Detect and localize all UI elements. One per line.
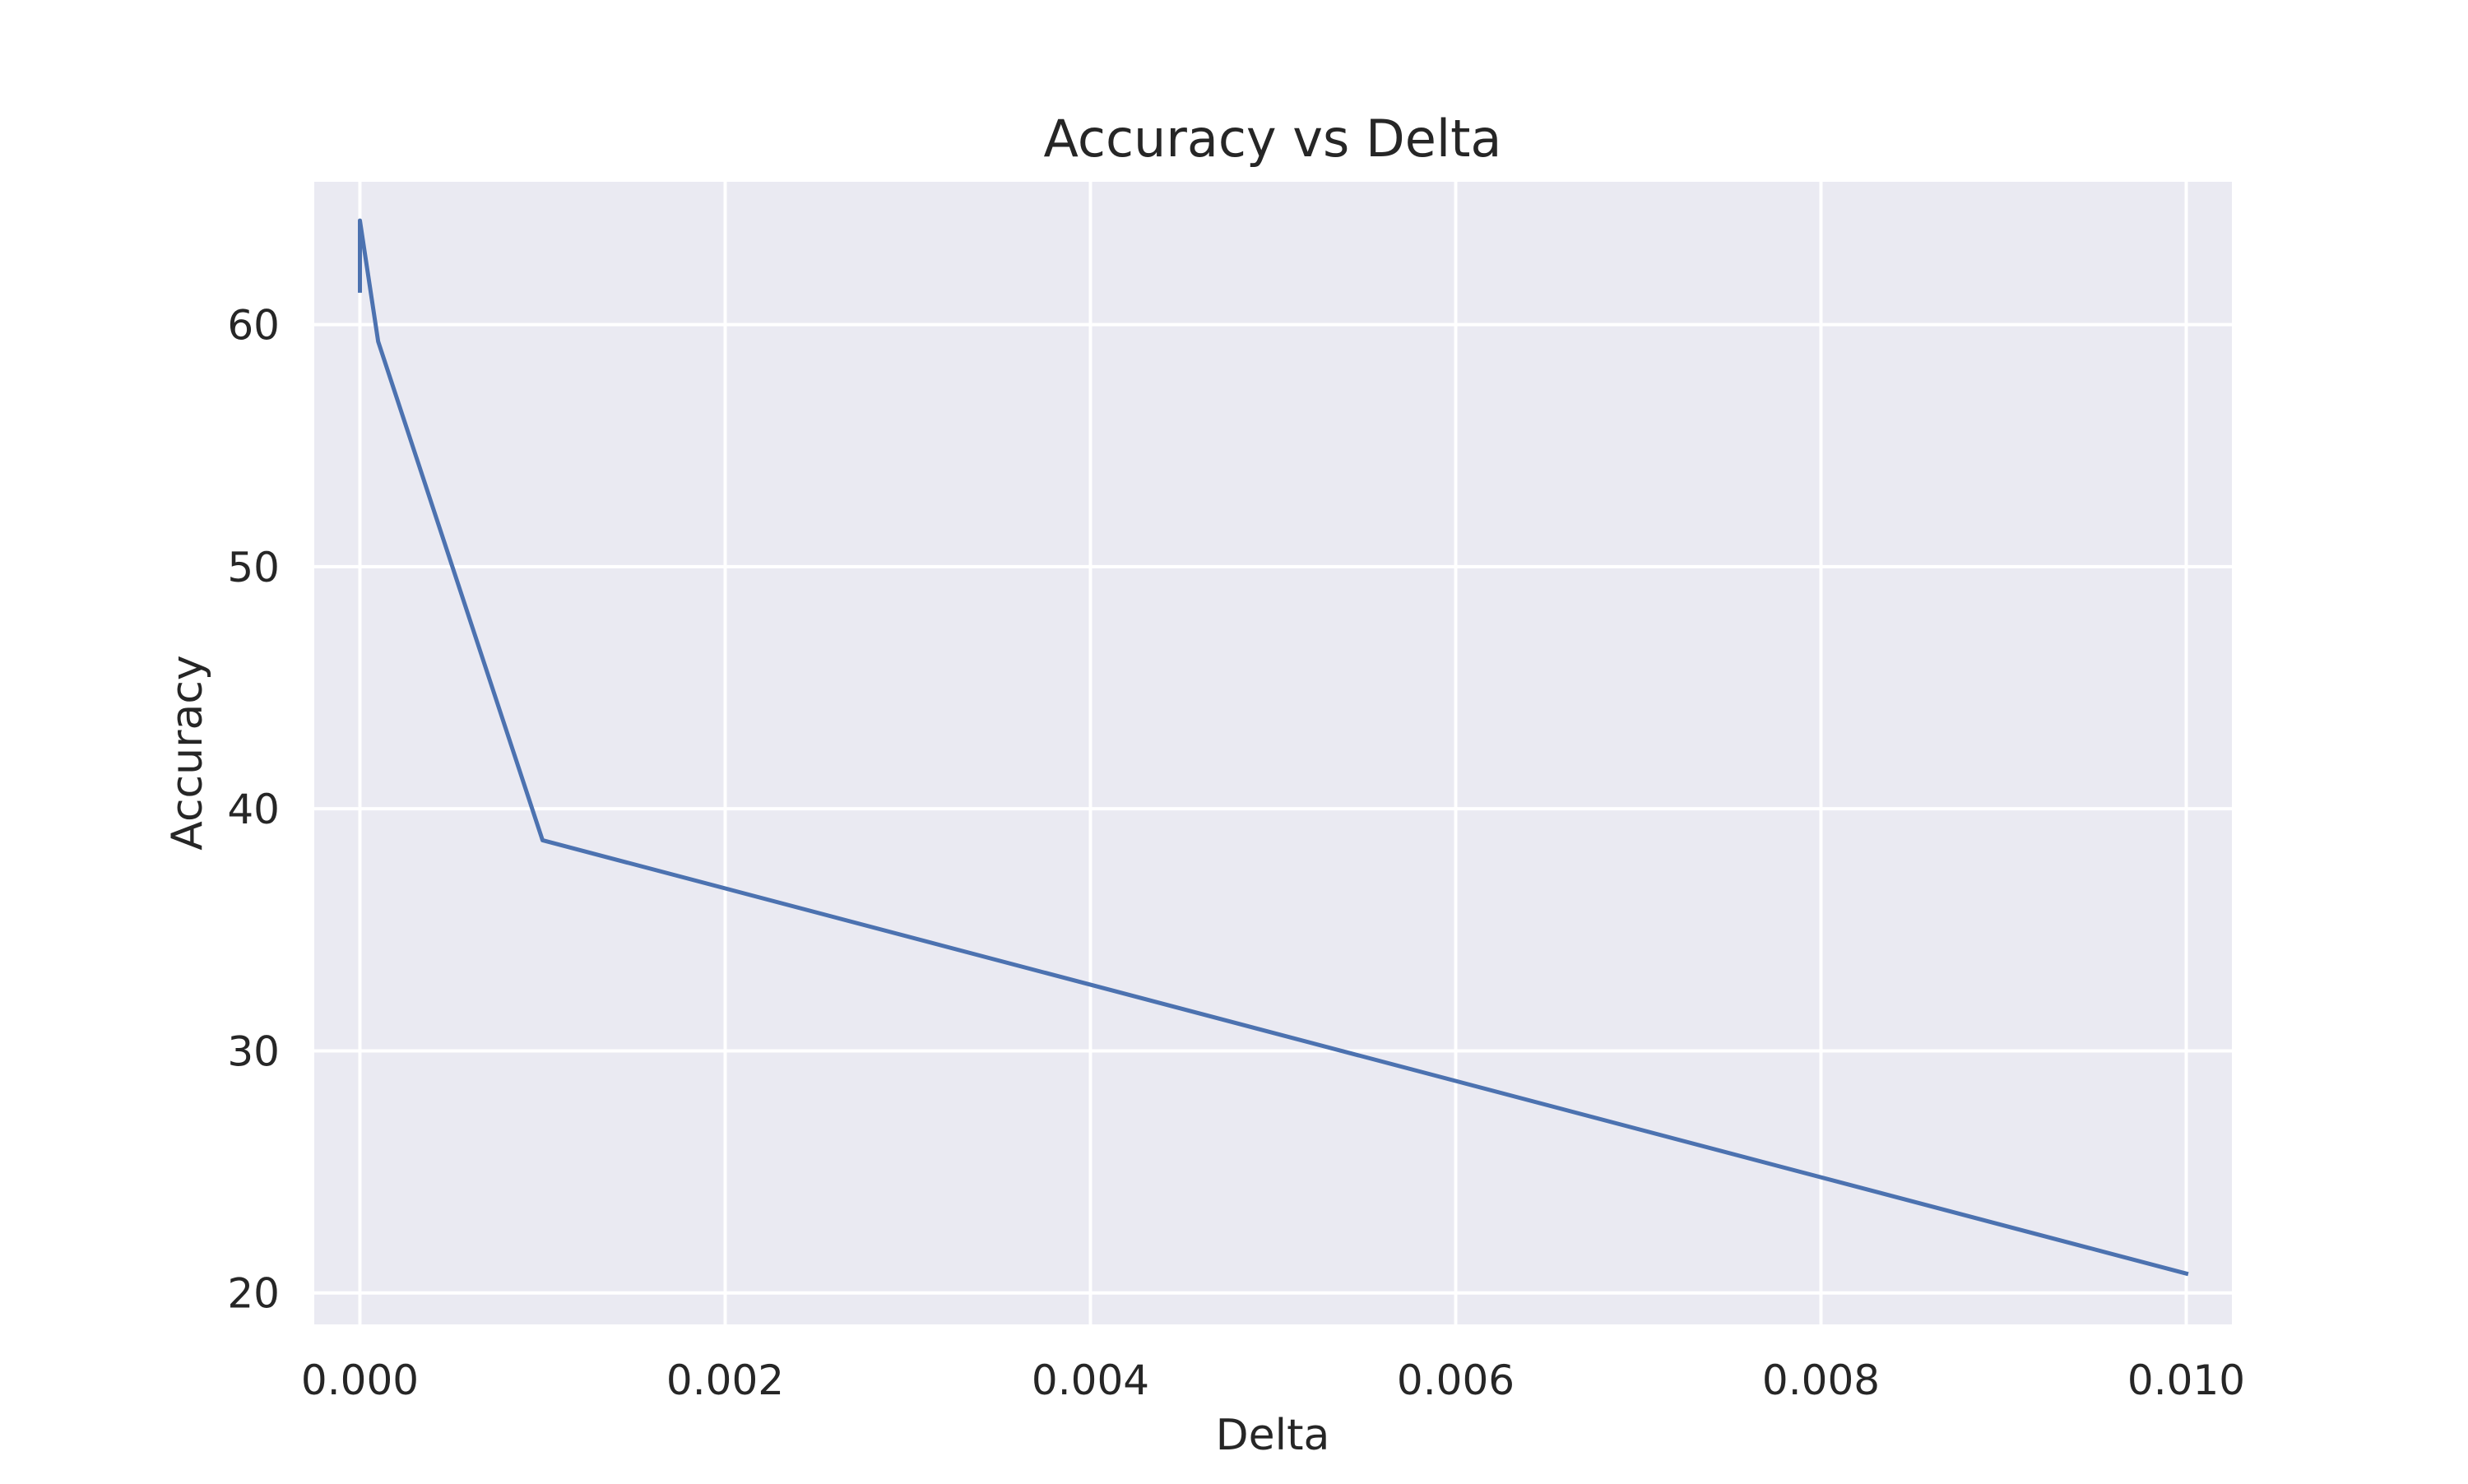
y-tick-label: 30 [227, 1027, 280, 1075]
y-tick-label: 20 [227, 1270, 280, 1318]
x-axis-label: Delta [1216, 1411, 1330, 1460]
y-axis-label: Accuracy [163, 655, 212, 850]
y-tick-label: 60 [227, 302, 280, 350]
x-tick-label: 0.010 [2127, 1356, 2245, 1404]
x-tick-label: 0.008 [1762, 1356, 1880, 1404]
tick-labels: 0.000 0.002 0.004 0.006 0.008 0.010 20 30 40 50 60 [227, 302, 2245, 1404]
y-tick-label: 40 [227, 786, 280, 833]
x-tick-label: 0.004 [1032, 1356, 1149, 1404]
x-tick-label: 0.006 [1397, 1356, 1515, 1404]
y-tick-label: 50 [227, 544, 280, 591]
series-line [358, 218, 2189, 1277]
series-layer [358, 218, 2189, 1277]
grid-lines [314, 182, 2232, 1324]
plot-area [314, 182, 2232, 1324]
x-tick-label: 0.002 [666, 1356, 784, 1404]
x-tick-label: 0.000 [301, 1356, 419, 1404]
chart-title: Accuracy vs Delta [1044, 109, 1502, 169]
